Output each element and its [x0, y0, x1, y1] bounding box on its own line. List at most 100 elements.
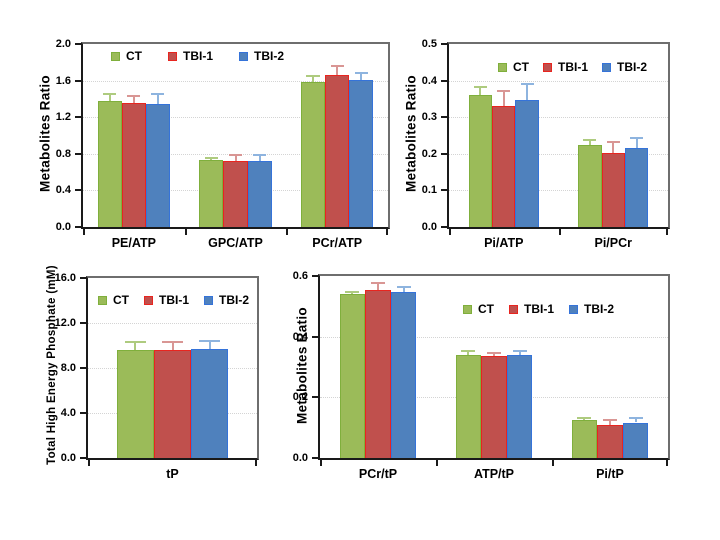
error-bar-ct-pi-atp: [479, 86, 482, 96]
legend-label: CT: [478, 302, 494, 316]
y-tick-label: 0.5: [421, 38, 437, 50]
legend-label: TBI-2: [254, 49, 284, 63]
legend-swatch-icon: [111, 51, 120, 61]
bar-tbi-2-pcr-tp: [390, 291, 417, 458]
legend-swatch-icon: [498, 62, 507, 72]
error-bar-ct-pcr-tp: [351, 291, 354, 295]
bar-tbi-2-pcr-atp: [349, 79, 374, 227]
error-bar-ct-pi-pcr: [588, 139, 591, 145]
y-tick-label: 0.4: [292, 330, 308, 343]
error-bar-tbi-2-tp: [208, 341, 211, 349]
y-axis-title: Total High Energy Phosphate (mM): [46, 265, 58, 465]
legend: CT TBI-1 TBI-2: [463, 303, 614, 315]
error-bar-ct-gpc-atp: [210, 158, 213, 161]
legend-swatch-icon: [168, 51, 177, 61]
y-axis-title: Metabolites Ratio: [294, 307, 310, 424]
x-tick-mark: [88, 460, 90, 466]
legend-swatch-icon: [463, 304, 472, 314]
legend-swatch-icon: [509, 304, 518, 314]
legend-item-tbi-1: TBI-1: [144, 294, 189, 306]
x-tick-mark: [255, 460, 257, 466]
legend-item-ct: CT: [498, 61, 529, 73]
y-tick-label: 8.0: [60, 362, 76, 374]
error-bar-cap: [125, 341, 146, 344]
y-tick-label: 0.2: [292, 391, 308, 404]
gridline: [83, 153, 388, 155]
bar-ct-tp: [116, 350, 154, 458]
y-tick-mark: [75, 79, 81, 82]
error-bar-tbi-1-pcr-atp: [336, 65, 339, 76]
y-tick-mark: [312, 335, 318, 338]
y-tick-mark: [80, 322, 86, 324]
category-label-pe-atp: PE/ATP: [111, 236, 156, 250]
gridline: [449, 153, 668, 155]
legend: CT TBI-1 TBI-2: [98, 294, 249, 306]
gridline: [449, 190, 668, 192]
bar-tbi-1-pe-atp: [121, 103, 146, 227]
y-tick-label: 1.6: [55, 74, 71, 87]
y-tick-mark: [75, 43, 81, 45]
error-bar-tbi-1-gpc-atp: [234, 154, 237, 162]
bar-ct-pi-tp: [571, 420, 598, 458]
error-bar-cap: [306, 75, 320, 78]
x-tick-mark: [83, 229, 85, 235]
y-axis-title: Metabolites Ratio: [403, 75, 419, 192]
error-bar-cap: [602, 418, 617, 421]
category-label-gpc-atp: GPC/ATP: [208, 236, 263, 250]
y-tick-mark: [75, 116, 81, 119]
legend-label: TBI-1: [183, 49, 213, 63]
legend-label: CT: [113, 293, 129, 307]
gridline: [88, 368, 257, 369]
y-tick-mark: [312, 457, 318, 459]
bar-tbi-2-pi-pcr: [624, 147, 649, 227]
gridline: [88, 413, 257, 414]
error-bar-cap: [252, 153, 267, 156]
legend-item-ct: CT: [463, 303, 494, 315]
error-bar-ct-pcr-atp: [312, 76, 315, 82]
error-bar-cap: [512, 350, 527, 353]
legend-label: TBI-1: [558, 60, 588, 74]
y-axis-title: Metabolites Ratio: [37, 75, 53, 192]
gridline: [449, 80, 668, 82]
x-tick-mark: [184, 229, 187, 235]
bar-ct-atp-tp: [455, 354, 482, 458]
legend-label: TBI-1: [524, 302, 554, 316]
bar-tbi-2-atp-tp: [506, 354, 533, 458]
error-bar-cap: [127, 95, 141, 98]
error-bar-cap: [461, 350, 476, 353]
x-tick-mark: [386, 229, 388, 235]
error-bar-tbi-1-pcr-tp: [377, 282, 379, 290]
bar-tbi-2-gpc-atp: [247, 161, 272, 227]
y-tick-mark: [441, 152, 447, 155]
plot-area: 0.0 0.2 0.4 0.6 PCr/tP ATP/tP Pi/tP CT TBI-1 TBI-…: [293, 270, 670, 481]
error-bar-cap: [228, 153, 243, 156]
legend-item-tbi-2: TBI-2: [602, 61, 647, 73]
error-bar-tbi-2-pcr-atp: [360, 73, 363, 80]
error-bar-tbi-2-atp-tp: [518, 351, 521, 355]
error-bar-tbi-1-atp-tp: [493, 353, 495, 357]
error-bar-cap: [345, 290, 360, 293]
category-label-atp-tp: ATP/tP: [473, 467, 515, 481]
error-bar-cap: [520, 83, 534, 86]
x-tick-mark: [436, 460, 438, 466]
error-bar-cap: [396, 286, 411, 289]
error-bar-cap: [103, 93, 117, 96]
y-tick-label: 0.4: [55, 184, 71, 197]
legend-item-tbi-2: TBI-2: [239, 50, 284, 62]
legend-item-tbi-2: TBI-2: [569, 303, 614, 315]
error-bar-cap: [162, 341, 183, 344]
y-tick-label: 0.0: [60, 452, 76, 464]
legend-item-tbi-2: TBI-2: [204, 294, 249, 306]
error-bar-tbi-2-pi-pcr: [635, 137, 638, 148]
legend-item-tbi-1: TBI-1: [509, 303, 554, 315]
error-bar-cap: [628, 417, 643, 420]
error-bar-cap: [330, 64, 344, 67]
bar-ct-pcr-tp: [339, 294, 366, 458]
category-label-pcr-atp: PCr/ATP: [312, 236, 363, 250]
gridline: [320, 336, 668, 338]
y-tick-label: 16.0: [54, 272, 76, 284]
x-tick-mark: [552, 460, 554, 466]
